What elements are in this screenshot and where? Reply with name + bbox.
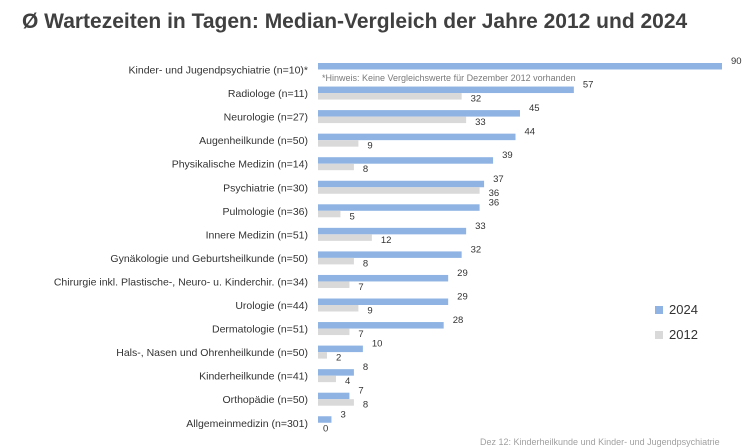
bar-2012 (318, 163, 354, 171)
value-label-2024: 29 (457, 292, 468, 303)
value-label-2012: 7 (358, 282, 363, 293)
value-label-2024: 37 (493, 174, 504, 185)
value-label-2024: 28 (453, 315, 464, 326)
bar-marks (318, 63, 722, 423)
bar-2012 (318, 281, 350, 288)
bar-2024 (318, 322, 444, 329)
value-label-2024: 36 (489, 197, 500, 208)
value-label-2012: 9 (367, 306, 372, 317)
value-label-2012: 36 (489, 188, 500, 199)
bar-2024 (318, 227, 467, 235)
bar-2012 (318, 187, 480, 194)
legend: 2024 2012 (655, 301, 698, 351)
category-label: Innere Medizin (n=51) (206, 229, 308, 241)
legend-label-2024: 2024 (669, 302, 698, 317)
category-label: Augenheilkunde (n=50) (199, 135, 308, 147)
bar-2012 (318, 93, 462, 100)
bar-2024 (318, 369, 354, 376)
bar-2012 (318, 375, 336, 383)
legend-item-2024: 2024 (655, 301, 698, 318)
value-label-2024: 90 (731, 56, 742, 67)
value-labels: 9057324533449398373636533123282972992871… (323, 56, 742, 434)
value-label-2012: 33 (475, 117, 486, 128)
value-label-2024: 33 (475, 221, 486, 232)
value-label-2012: 4 (345, 376, 350, 387)
chart-note: *Hinweis: Keine Vergleichswerte für Deze… (322, 73, 576, 83)
bar-2012 (318, 257, 354, 265)
category-label: Chirurgie inkl. Plastische-, Neuro- u. K… (54, 276, 308, 288)
value-label-2024: 10 (372, 339, 383, 350)
category-labels: Kinder- und Jugendpsychiatrie (n=10)* Rad… (54, 65, 308, 430)
bar-2024 (318, 63, 722, 70)
value-label-2012: 0 (323, 423, 328, 434)
category-label: Kinderheilkunde (n=41) (199, 371, 308, 383)
category-label: Gynäkologie und Geburtsheilkunde (n=50) (110, 253, 308, 265)
value-label-2012: 5 (349, 211, 354, 222)
value-label-2012: 8 (363, 258, 368, 269)
bar-2012 (318, 234, 372, 241)
value-label-2012: 2 (336, 353, 341, 364)
bar-2024 (318, 86, 574, 94)
bar-2012 (318, 328, 350, 336)
category-label: Kinder- und Jugendpsychiatrie (n=10)* (129, 65, 308, 77)
value-label-2024: 45 (529, 103, 540, 114)
bar-2024 (318, 204, 480, 211)
category-label: Pulmologie (n=36) (222, 206, 308, 218)
legend-item-2012: 2012 (655, 326, 698, 343)
bar-2012 (318, 140, 359, 147)
category-label: Hals-, Nasen und Ohrenheilkunde (n=50) (116, 347, 308, 359)
category-label: Radiologe (n=11) (228, 88, 308, 100)
bar-2024 (318, 180, 485, 188)
category-label: Allgemeinmedizin (n=301) (186, 418, 308, 430)
bar-2024 (318, 110, 520, 117)
bar-2024 (318, 251, 462, 258)
legend-swatch-2024 (655, 305, 663, 314)
value-label-2012: 8 (363, 164, 368, 175)
value-label-2012: 12 (381, 235, 392, 246)
category-label: Dermatologie (n=51) (212, 324, 308, 336)
value-label-2012: 8 (363, 400, 368, 411)
category-label: Psychiatrie (n=30) (223, 182, 308, 194)
footnote: Dez 12: Kinderheilkunde und Kinder- und … (480, 437, 720, 447)
bar-2024 (318, 345, 363, 353)
bar-2024 (318, 392, 350, 400)
category-label: Physikalische Medizin (n=14) (172, 159, 308, 171)
value-label-2012: 7 (358, 329, 363, 340)
bar-2024 (318, 133, 516, 141)
value-label-2024: 29 (457, 268, 468, 279)
value-label-2024: 57 (583, 80, 594, 91)
value-label-2024: 8 (363, 362, 368, 373)
value-label-2024: 7 (358, 386, 363, 397)
category-label: Neurologie (n=27) (224, 112, 308, 124)
chart-title: Ø Wartezeiten in Tagen: Median-Vergleich… (22, 10, 688, 33)
bar-2024 (318, 416, 332, 423)
legend-swatch-2012 (655, 330, 663, 339)
bar-2024 (318, 157, 494, 164)
legend-label-2012: 2012 (669, 327, 698, 342)
bar-2024 (318, 274, 449, 282)
value-label-2024: 44 (525, 127, 536, 138)
bar-2012 (318, 399, 354, 406)
category-label: Urologie (n=44) (235, 300, 308, 312)
value-label-2012: 9 (367, 141, 372, 152)
value-label-2024: 39 (502, 150, 513, 161)
bar-2012 (318, 352, 327, 359)
bar-2012 (318, 210, 341, 218)
bar-2012 (318, 305, 359, 312)
bar-2024 (318, 298, 449, 305)
category-label: Orthopädie (n=50) (222, 394, 308, 406)
value-label-2012: 32 (471, 94, 482, 105)
value-label-2024: 32 (471, 244, 482, 255)
bar-2012 (318, 116, 467, 124)
value-label-2024: 3 (340, 409, 345, 420)
